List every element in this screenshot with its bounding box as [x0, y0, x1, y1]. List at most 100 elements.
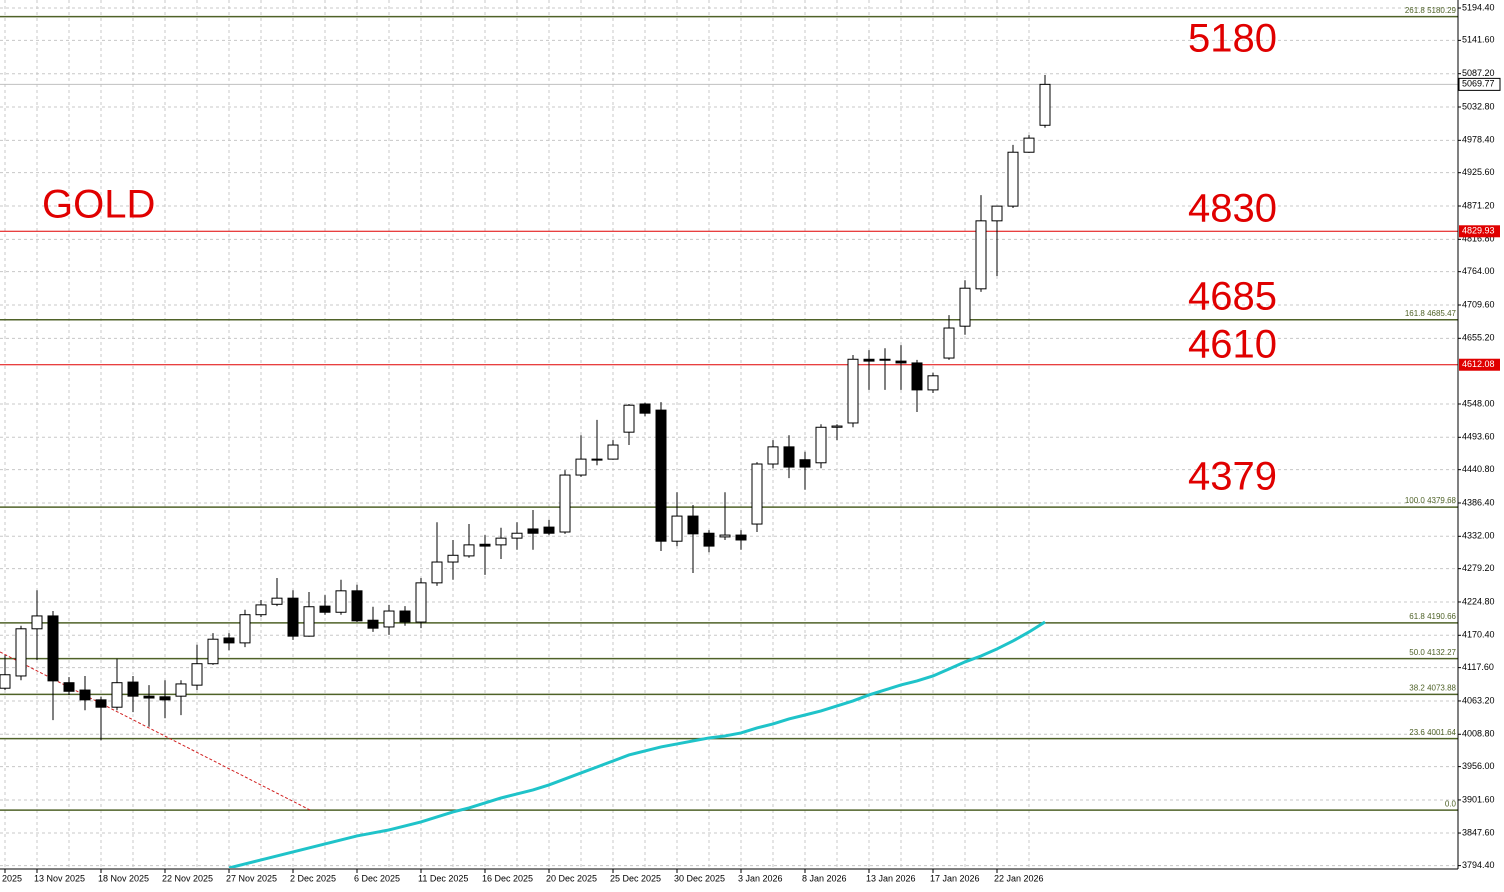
candle-body	[895, 360, 907, 364]
candle-body	[319, 605, 331, 613]
y-tick-label: 5032.80	[1462, 101, 1495, 111]
candle-body	[719, 534, 731, 538]
annotation: 4830	[1188, 187, 1277, 231]
candle-body	[1039, 83, 1051, 126]
candle-body	[15, 628, 27, 677]
candle-body	[431, 561, 443, 584]
y-tick-label: 4224.80	[1462, 596, 1495, 606]
candle-body	[1007, 151, 1019, 207]
x-tick-label: 16 Dec 2025	[482, 873, 533, 883]
current-price-box	[1458, 77, 1501, 91]
candle-body	[223, 637, 235, 644]
x-tick-label: 8 Jan 2026	[802, 873, 847, 883]
fib-label: 38.2 4073.88	[1409, 684, 1456, 693]
x-tick-label: 2025	[2, 873, 22, 883]
x-tick-label: 13 Nov 2025	[34, 873, 85, 883]
candle-body	[943, 327, 955, 359]
candle-body	[447, 554, 459, 563]
candle-body	[623, 404, 635, 433]
y-tick-label: 4871.20	[1462, 200, 1495, 210]
x-tick-label: 17 Jan 2026	[930, 873, 980, 883]
candle-body	[479, 543, 491, 547]
candle-body	[879, 358, 891, 361]
price-level-box	[1459, 225, 1500, 238]
candle-body	[703, 532, 715, 547]
y-tick-label: 4063.20	[1462, 695, 1495, 705]
y-tick-label: 4655.20	[1462, 333, 1495, 343]
candle-body	[735, 534, 747, 541]
candle-body	[911, 362, 923, 391]
price-level-box	[1459, 358, 1500, 371]
fib-label: 50.0 4132.27	[1409, 648, 1456, 657]
y-tick-label: 5087.20	[1462, 68, 1495, 78]
x-tick-label: 25 Dec 2025	[610, 873, 661, 883]
x-tick-label: 27 Nov 2025	[226, 873, 277, 883]
moving-average	[228, 620, 1046, 868]
y-tick-label: 5141.60	[1462, 35, 1495, 45]
candle-body	[751, 463, 763, 525]
y-tick-label: 4440.80	[1462, 464, 1495, 474]
candle-body	[95, 699, 107, 708]
candle-body	[847, 358, 859, 424]
x-tick-label: 13 Jan 2026	[866, 873, 916, 883]
y-tick-label: 3847.60	[1462, 827, 1495, 837]
x-tick-label: 30 Dec 2025	[674, 873, 725, 883]
y-tick-label: 4764.00	[1462, 266, 1495, 276]
fib-label: 23.6 4001.64	[1409, 728, 1456, 737]
candle-body	[463, 544, 475, 557]
candle-body	[511, 532, 523, 539]
y-tick-label: 4709.60	[1462, 299, 1495, 309]
candle-body	[959, 287, 971, 327]
x-tick-label: 2 Dec 2025	[290, 873, 336, 883]
candle-body	[303, 606, 315, 637]
candle-body	[111, 682, 123, 708]
candle-layer	[0, 75, 1051, 741]
candle-body	[399, 610, 411, 623]
fib-label: 61.8 4190.66	[1409, 612, 1456, 621]
y-tick-label: 4978.40	[1462, 135, 1495, 145]
candle-body	[79, 689, 91, 701]
candle-body	[367, 619, 379, 629]
y-tick-label: 3956.00	[1462, 761, 1495, 771]
candle-body	[671, 515, 683, 542]
y-tick-label: 4493.60	[1462, 432, 1495, 442]
candle-body	[559, 474, 571, 533]
candle-body	[143, 695, 155, 699]
candle-body	[639, 403, 651, 414]
candle-body	[495, 537, 507, 546]
candle-body	[527, 528, 539, 534]
candle-body	[207, 638, 219, 665]
candle-body	[47, 615, 59, 682]
candle-body	[783, 446, 795, 468]
x-tick-label: 20 Dec 2025	[546, 873, 597, 883]
fib-label: 261.8 5180.29	[1405, 6, 1457, 15]
candle-body	[863, 358, 875, 362]
candle-body	[239, 614, 251, 644]
candle-body	[127, 681, 139, 697]
annotation: 4610	[1188, 323, 1277, 367]
fib-anchor-line	[0, 651, 311, 811]
candle-body	[687, 515, 699, 535]
y-tick-label: 4170.40	[1462, 630, 1495, 640]
candle-body	[383, 610, 395, 628]
y-tick-label: 5194.40	[1462, 2, 1495, 12]
candle-body	[0, 674, 11, 689]
candle-body	[335, 590, 347, 613]
plot-layer	[228, 620, 1046, 868]
candle-body	[31, 615, 43, 630]
candle-body	[159, 696, 171, 701]
level-layer: 261.8 5180.29 161.8 4685.47 100.0 4379.68 6…	[0, 6, 1458, 811]
candle-body	[815, 426, 827, 464]
candle-body	[191, 663, 203, 686]
y-tick-label: 4816.80	[1462, 234, 1495, 244]
candle-body	[543, 526, 555, 534]
price-level-label: 4829.93	[1462, 226, 1495, 236]
candle-body	[607, 444, 619, 460]
grid-layer	[0, 0, 1458, 868]
y-tick-label: 3794.40	[1462, 860, 1495, 870]
fib-label: 100.0 4379.68	[1405, 496, 1457, 505]
